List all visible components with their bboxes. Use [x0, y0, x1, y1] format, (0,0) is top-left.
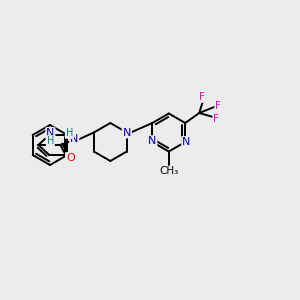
Text: H: H [66, 128, 73, 138]
Text: N: N [182, 137, 190, 147]
Text: F: F [213, 114, 219, 124]
Text: N: N [46, 128, 55, 138]
Text: F: F [215, 101, 221, 111]
Text: CH₃: CH₃ [159, 167, 178, 176]
Text: N: N [70, 134, 79, 144]
Text: N: N [148, 136, 157, 146]
Text: O: O [66, 153, 75, 163]
Text: H: H [46, 136, 54, 146]
Text: N: N [123, 128, 131, 137]
Text: F: F [199, 92, 205, 102]
